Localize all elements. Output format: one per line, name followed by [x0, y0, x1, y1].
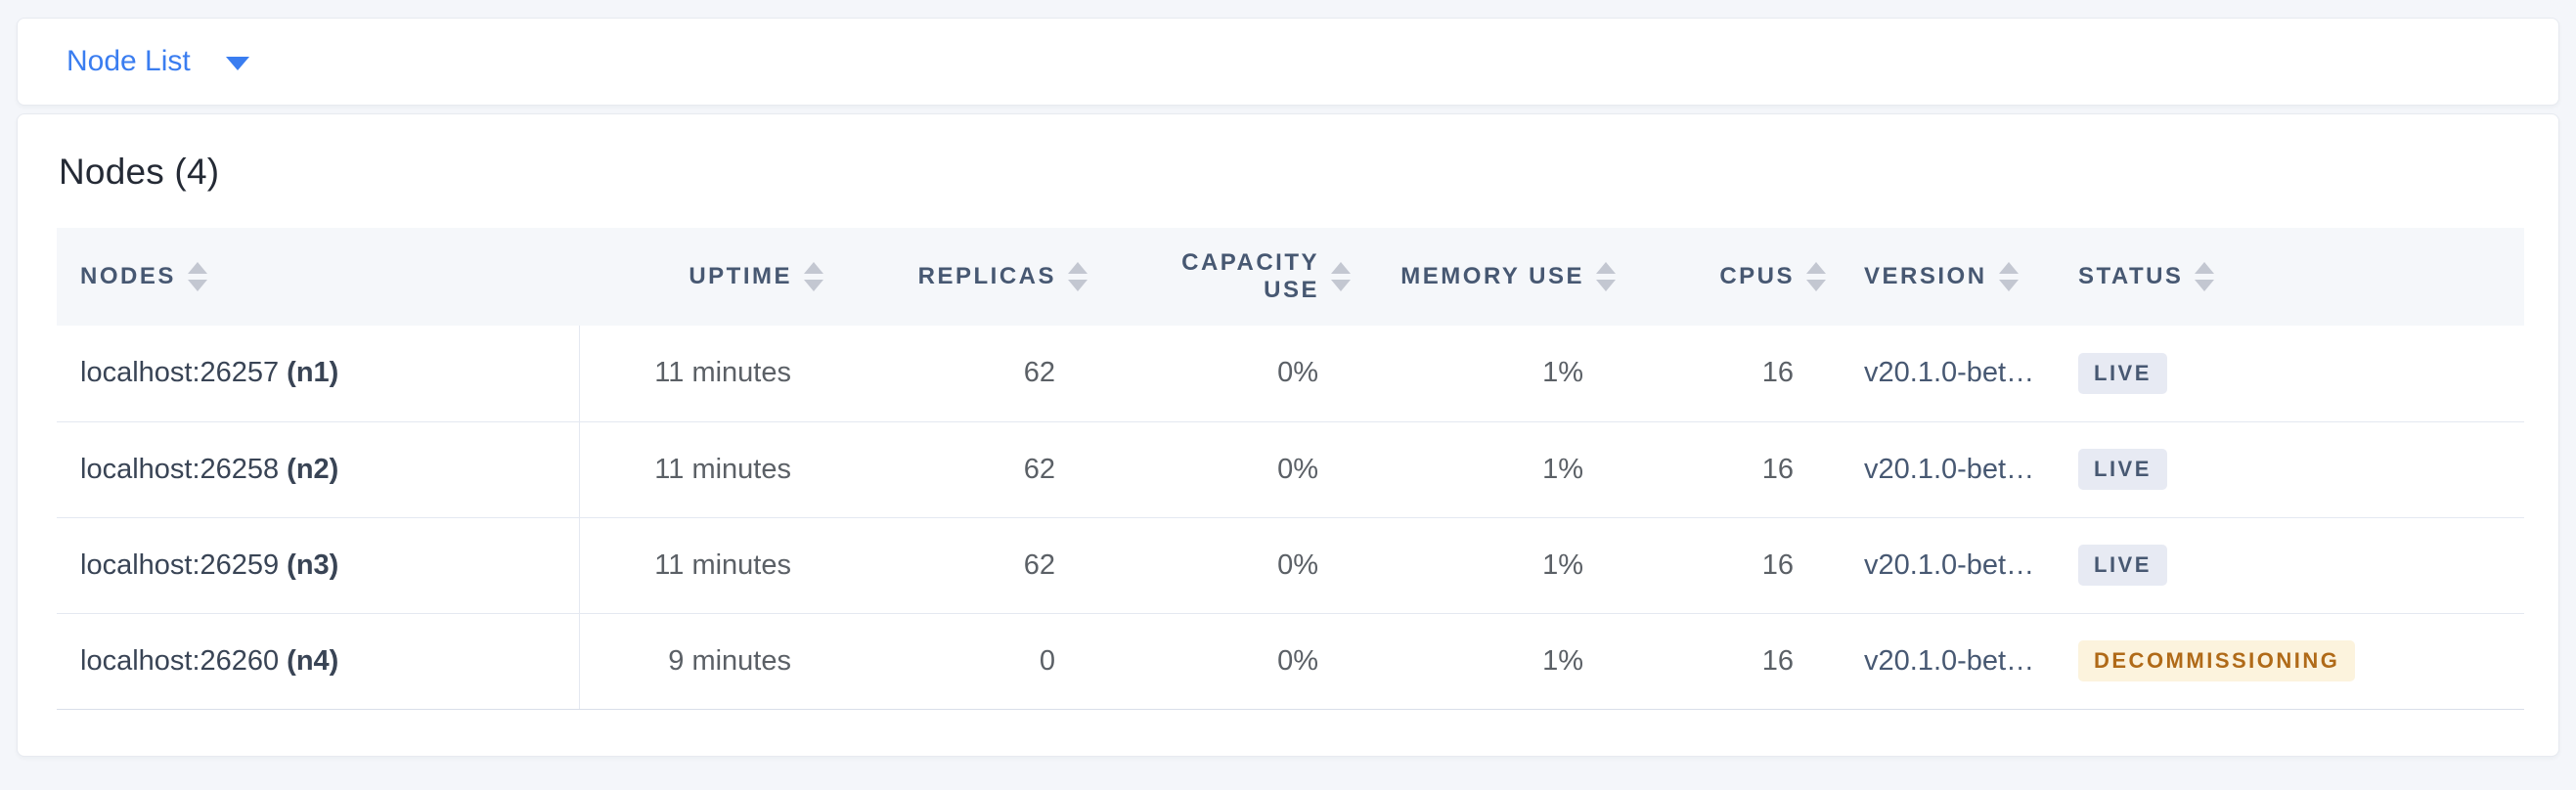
sort-icon: [1806, 262, 1826, 291]
version-cell: v20.1.0-bet…: [1838, 326, 2052, 422]
column-header-label: VERSION: [1864, 263, 1987, 289]
table-header-row: NODES UPTIME REPLICAS: [57, 228, 2524, 326]
node-address-cell: localhost:26260 (n4): [57, 613, 580, 710]
column-header-cpus[interactable]: CPUS: [1627, 228, 1838, 326]
capacity-use-cell: 0%: [1099, 613, 1362, 710]
node-id: (n2): [287, 453, 339, 485]
uptime-cell: 11 minutes: [579, 326, 835, 422]
memory-use-cell: 1%: [1362, 613, 1627, 710]
node-address-cell: localhost:26259 (n3): [57, 517, 580, 614]
sort-icon: [1998, 262, 2019, 291]
replicas-cell: 62: [835, 326, 1099, 422]
status-badge: LIVE: [2078, 449, 2167, 490]
node-id: (n4): [287, 644, 339, 677]
capacity-use-cell: 0%: [1099, 326, 1362, 422]
replicas-cell: 62: [835, 517, 1099, 614]
node-id: (n3): [287, 549, 339, 581]
view-selector-bar: Node List: [17, 18, 2559, 106]
column-header-label: CPUS: [1719, 263, 1795, 289]
status-cell: DECOMMISSIONING: [2052, 613, 2524, 710]
replicas-cell: 62: [835, 421, 1099, 518]
status-badge: LIVE: [2078, 545, 2167, 586]
node-address: localhost:26258: [80, 453, 280, 485]
uptime-cell: 11 minutes: [579, 421, 835, 518]
column-header-label: MEMORY USE: [1400, 263, 1584, 289]
sort-icon: [1596, 262, 1616, 291]
cpus-cell: 16: [1627, 326, 1838, 422]
replicas-cell: 0: [835, 613, 1099, 710]
status-cell: LIVE: [2052, 517, 2524, 614]
version-cell: v20.1.0-bet…: [1838, 421, 2052, 518]
sort-icon: [1068, 262, 1088, 291]
node-address-cell: localhost:26257 (n1): [57, 326, 580, 422]
column-header-label: NODES: [80, 263, 176, 289]
memory-use-cell: 1%: [1362, 517, 1627, 614]
chevron-down-icon: [225, 57, 249, 70]
table-row[interactable]: localhost:26257 (n1) 11 minutes 62 0% 1% …: [57, 326, 2524, 422]
column-header-version[interactable]: VERSION: [1838, 228, 2052, 326]
cpus-cell: 16: [1627, 517, 1838, 614]
column-header-label: STATUS: [2078, 263, 2184, 289]
nodes-table: NODES UPTIME REPLICAS: [57, 228, 2524, 710]
page-title: Nodes (4): [59, 152, 220, 192]
capacity-use-cell: 0%: [1099, 421, 1362, 518]
version-cell: v20.1.0-bet…: [1838, 517, 2052, 614]
status-badge: DECOMMISSIONING: [2078, 640, 2356, 681]
table-row[interactable]: localhost:26259 (n3) 11 minutes 62 0% 1% …: [57, 517, 2524, 614]
nodes-panel: Nodes (4) NODES UPTIME: [17, 113, 2559, 757]
memory-use-cell: 1%: [1362, 326, 1627, 422]
node-address: localhost:26257: [80, 357, 280, 389]
column-header-label: UPTIME: [688, 263, 792, 289]
sort-icon: [2195, 262, 2215, 291]
column-header-status[interactable]: STATUS: [2052, 228, 2524, 326]
column-header-nodes[interactable]: NODES: [57, 228, 579, 326]
uptime-cell: 9 minutes: [579, 613, 835, 710]
column-header-label: CAPACITY USE: [1181, 249, 1319, 303]
table-row[interactable]: localhost:26260 (n4) 9 minutes 0 0% 1% 16…: [57, 613, 2524, 710]
cpus-cell: 16: [1627, 421, 1838, 518]
version-cell: v20.1.0-bet…: [1838, 613, 2052, 710]
capacity-use-cell: 0%: [1099, 517, 1362, 614]
column-header-replicas[interactable]: REPLICAS: [835, 228, 1099, 326]
node-address: localhost:26260: [80, 644, 280, 677]
view-selector-label: Node List: [67, 45, 191, 77]
node-id: (n1): [287, 357, 339, 389]
sort-icon: [804, 262, 823, 291]
memory-use-cell: 1%: [1362, 421, 1627, 518]
node-address: localhost:26259: [80, 549, 280, 581]
table-row[interactable]: localhost:26258 (n2) 11 minutes 62 0% 1% …: [57, 421, 2524, 518]
view-selector-dropdown[interactable]: Node List: [67, 45, 249, 78]
status-cell: LIVE: [2052, 326, 2524, 422]
column-header-uptime[interactable]: UPTIME: [579, 228, 835, 326]
column-header-capacity-use[interactable]: CAPACITY USE: [1099, 228, 1362, 326]
cpus-cell: 16: [1627, 613, 1838, 710]
node-address-cell: localhost:26258 (n2): [57, 421, 580, 518]
status-badge: LIVE: [2078, 352, 2167, 394]
column-header-label: REPLICAS: [917, 263, 1056, 289]
status-cell: LIVE: [2052, 421, 2524, 518]
column-header-memory-use[interactable]: MEMORY USE: [1362, 228, 1627, 326]
sort-icon: [187, 262, 207, 291]
uptime-cell: 11 minutes: [579, 517, 835, 614]
sort-icon: [1331, 262, 1351, 291]
